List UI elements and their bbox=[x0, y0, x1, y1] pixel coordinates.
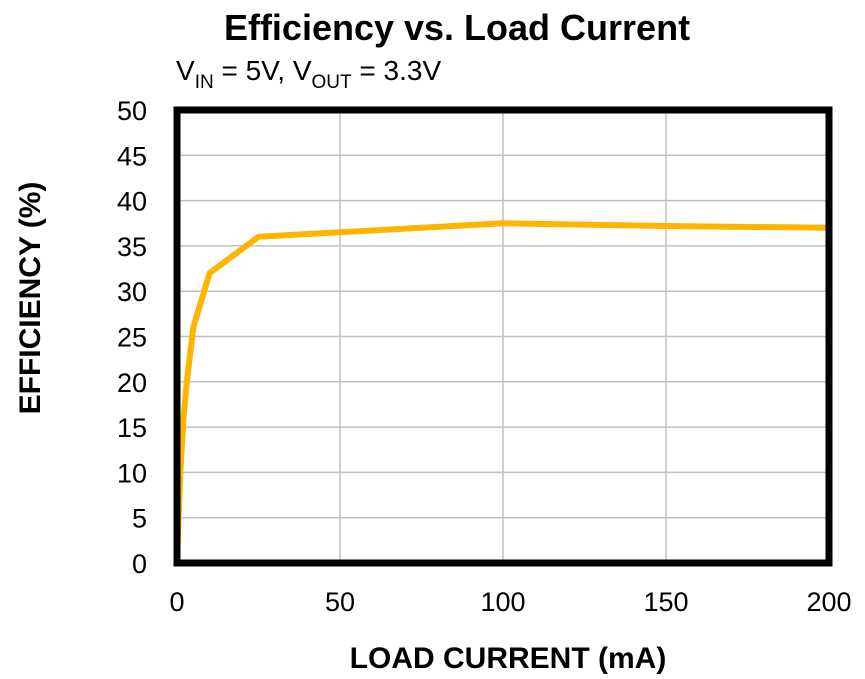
x-tick-label: 50 bbox=[325, 587, 355, 617]
vout-symbol: V bbox=[293, 55, 312, 86]
chart-title: Efficiency vs. Load Current bbox=[224, 7, 690, 48]
x-tick-label: 100 bbox=[480, 587, 525, 617]
y-tick-label: 10 bbox=[117, 458, 147, 488]
grid bbox=[176, 109, 830, 564]
x-axis-label: LOAD CURRENT (mA) bbox=[350, 642, 667, 675]
x-tick-label: 200 bbox=[806, 587, 851, 617]
x-tick-label: 150 bbox=[643, 587, 688, 617]
vin-value: = 5V, bbox=[214, 55, 293, 86]
vin-symbol: V bbox=[176, 55, 195, 86]
y-tick-label: 50 bbox=[117, 96, 147, 126]
y-tick-label: 30 bbox=[117, 277, 147, 307]
y-tick-label: 40 bbox=[117, 187, 147, 217]
y-tick-labels: 0 5 10 15 20 25 30 35 40 45 50 bbox=[117, 96, 147, 579]
y-tick-label: 25 bbox=[117, 323, 147, 353]
y-tick-label: 15 bbox=[117, 413, 147, 443]
y-tick-label: 20 bbox=[117, 368, 147, 398]
chart-subtitle: VIN = 5V, VOUT = 3.3V bbox=[176, 55, 441, 93]
y-tick-label: 35 bbox=[117, 232, 147, 262]
y-axis-label: EFFICIENCY (%) bbox=[14, 182, 47, 415]
vout-subscript: OUT bbox=[312, 72, 353, 93]
x-tick-labels: 0 50 100 150 200 bbox=[169, 587, 851, 617]
y-tick-label: 45 bbox=[117, 141, 147, 171]
x-tick-label: 0 bbox=[169, 587, 184, 617]
vin-subscript: IN bbox=[195, 72, 214, 93]
y-tick-label: 0 bbox=[132, 549, 147, 579]
plot-frame bbox=[173, 106, 833, 567]
y-tick-label: 5 bbox=[132, 504, 147, 534]
vout-value: = 3.3V bbox=[352, 55, 442, 86]
